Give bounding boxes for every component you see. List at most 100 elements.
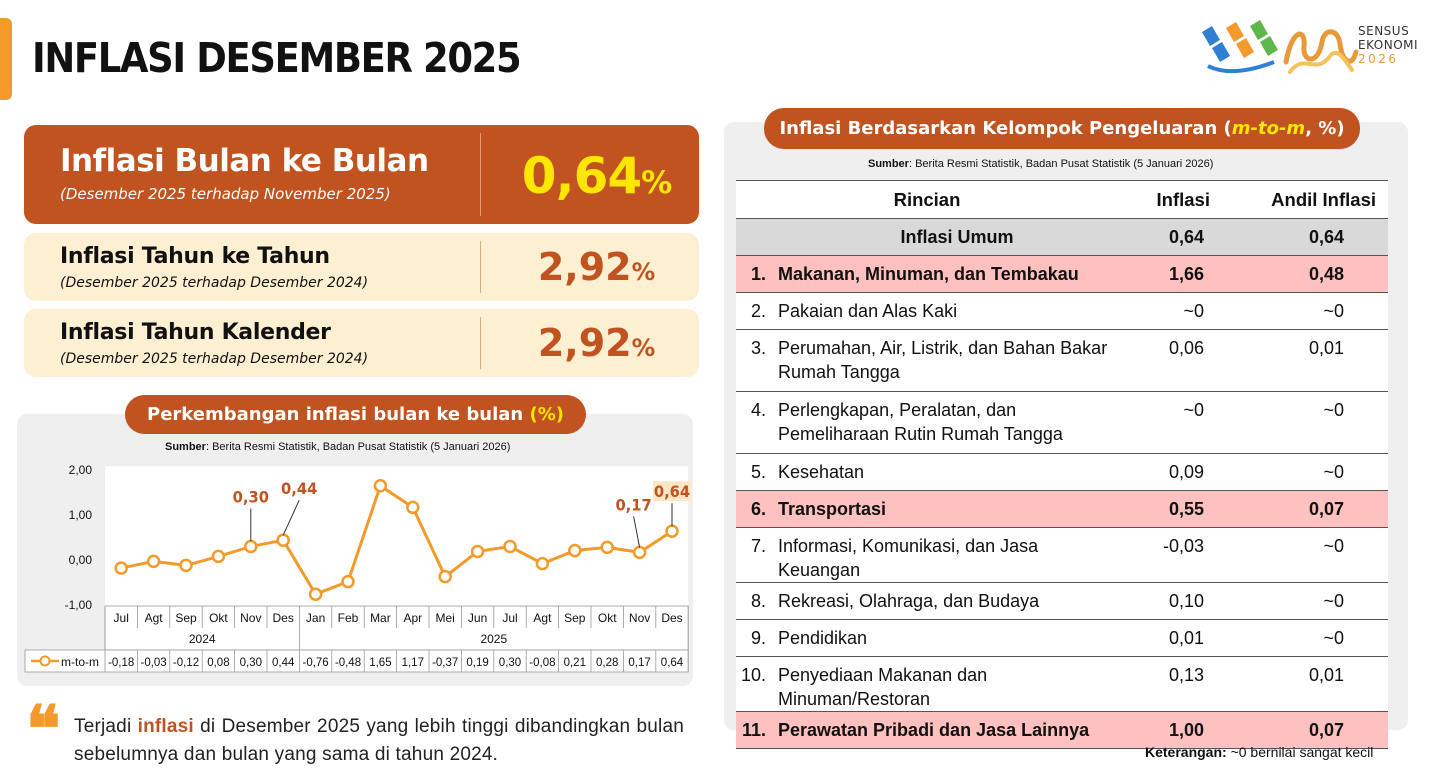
table-source-label: Sumber: [868, 158, 909, 170]
y-tick-label: 1,00: [69, 508, 93, 522]
kpi-value-number: 2,92: [537, 321, 632, 365]
line-chart: 2,00 1,00 0,00 -1,00 Jul Agt Sep Okt Nov Des Jan Fe…: [24, 463, 691, 673]
row-number: 8.: [736, 582, 772, 620]
row-name: Pakaian dan Alas Kaki: [772, 292, 1118, 330]
x-tick-label: Sep: [564, 611, 586, 625]
x-tick-label: Agt: [145, 611, 164, 625]
kpi-label: Inflasi Tahun Kalender: [60, 320, 331, 345]
data-table-value: 0,30: [499, 657, 521, 669]
row-inflasi: ~0: [1118, 391, 1230, 454]
row-name: Penyediaan Makanan dan Minuman/Restoran: [772, 656, 1118, 712]
kpi-card-ytd: Inflasi Tahun Kalender (Desember 2025 te…: [24, 309, 699, 377]
row-name: Transportasi: [772, 490, 1118, 528]
y-tick-label: -1,00: [65, 598, 93, 612]
table-row: 11. Perawatan Pribadi dan Jasa Lainnya 1,0…: [736, 711, 1388, 749]
kpi-value: 2,92%: [494, 321, 699, 365]
table-row: 7. Informasi, Komunikasi, dan Jasa Keuang…: [736, 527, 1388, 583]
data-label: 0,64: [654, 483, 690, 502]
table-row: 2. Pakaian dan Alas Kaki ~0 ~0: [736, 292, 1388, 330]
x-tick-label: Sep: [175, 611, 197, 625]
quote-text-b: di Desember 2025 yang lebih tinggi diban…: [74, 716, 684, 765]
table-note-label: Keterangan:: [1145, 744, 1227, 760]
kpi-divider: [480, 317, 481, 369]
row-inflasi: 0,13: [1118, 656, 1230, 712]
row-name: Makanan, Minuman, dan Tembakau: [772, 255, 1118, 293]
x-tick-label: Des: [273, 611, 294, 625]
x-tick-label: Nov: [629, 611, 650, 625]
data-point: [470, 544, 485, 559]
data-table-value: 0,21: [564, 657, 586, 669]
annotation-highlight: [653, 481, 691, 502]
row-number: 1.: [736, 255, 772, 293]
data-table-value: 0,44: [272, 657, 295, 669]
kpi-card-yoy: Inflasi Tahun ke Tahun (Desember 2025 te…: [24, 233, 699, 301]
row-name: Perumahan, Air, Listrik, dan Bahan Bakar…: [772, 329, 1118, 392]
data-label: 0,44: [281, 480, 317, 499]
y-tick-label: 2,00: [69, 463, 93, 477]
x-tick-label: Jul: [114, 611, 129, 625]
table-row: 8. Rekreasi, Olahraga, dan Budaya 0,10 ~0: [736, 582, 1388, 620]
data-table-value: -0,18: [108, 657, 134, 669]
data-label: 0,30: [233, 488, 269, 507]
row-number: 10.: [736, 656, 772, 712]
x-tick-label: Okt: [209, 611, 228, 625]
x-tick-label: Nov: [240, 611, 261, 625]
kpi-card-mtm: Inflasi Bulan ke Bulan (Desember 2025 te…: [24, 125, 699, 224]
row-inflasi: 0,01: [1118, 619, 1230, 657]
logo-text-year: 2026: [1358, 52, 1399, 66]
logo-text-sensus: SENSUS: [1358, 24, 1410, 38]
data-table-value: -0,12: [173, 657, 199, 669]
chart-source-text: : Berita Resmi Statistik, Badan Pusat St…: [205, 441, 511, 453]
row-name: Pendidikan: [772, 619, 1118, 657]
col-header-andil: Andil Inflasi: [1230, 180, 1388, 219]
table-note: Keterangan: ~0 bernilai sangat kecil: [1145, 744, 1373, 760]
year-group-label: 2025: [480, 632, 507, 646]
row-inflasi: ~0: [1118, 292, 1230, 330]
x-tick-label: Jan: [306, 611, 325, 625]
chart-title: Perkembangan inflasi bulan ke bulan (%): [125, 395, 586, 434]
data-point: [146, 554, 161, 569]
chart-source-label: Sumber: [165, 441, 206, 453]
table-row: 4. Perlengkapan, Peralatan, dan Pemelihar…: [736, 391, 1388, 454]
kpi-divider: [480, 241, 481, 293]
data-table-value: 1,17: [402, 657, 424, 669]
kpi-value-unit: %: [631, 334, 656, 362]
kpi-subtitle: (Desember 2025 terhadap Desember 2024): [60, 275, 369, 291]
row-andil: ~0: [1230, 292, 1388, 330]
data-point: [632, 545, 647, 560]
kpi-value: 0,64%: [494, 147, 699, 205]
data-table-value: -0,03: [140, 657, 166, 669]
table-source-text: : Berita Resmi Statistik, Badan Pusat St…: [908, 158, 1214, 170]
data-table-value: 0,08: [207, 657, 229, 669]
row-number: 7.: [736, 527, 772, 583]
row-andil: 0,01: [1230, 329, 1388, 392]
table-row: 9. Pendidikan 0,01 ~0: [736, 619, 1388, 657]
data-point: [179, 558, 193, 573]
sensus-ekonomi-wordmark: SENSUS EKONOMI 2026: [1358, 24, 1418, 66]
data-table-value: -0,48: [335, 657, 361, 669]
row-andil: 0,48: [1230, 255, 1388, 293]
table-row: 3. Perumahan, Air, Listrik, dan Bahan Bak…: [736, 329, 1388, 392]
table-row: 5. Kesehatan 0,09 ~0: [736, 453, 1388, 491]
x-tick-label: Des: [661, 611, 682, 625]
data-table-value: 0,28: [596, 657, 618, 669]
logo-text-ekonomi: EKONOMI: [1358, 38, 1419, 52]
data-point: [114, 561, 128, 575]
kpi-value-number: 2,92: [537, 245, 632, 289]
data-point: [211, 549, 226, 564]
data-table-value: 1,65: [369, 657, 391, 669]
row-name: Perawatan Pribadi dan Jasa Lainnya: [772, 711, 1118, 749]
row-name: Informasi, Komunikasi, dan Jasa Keuangan: [772, 527, 1118, 583]
row-andil: ~0: [1230, 582, 1388, 620]
logos: [1202, 20, 1359, 74]
kpi-value-number: 0,64: [521, 147, 642, 205]
table-row-inflasi-umum: Inflasi Umum 0,64 0,64: [736, 218, 1388, 256]
row-andil: ~0: [1230, 391, 1388, 454]
x-tick-label: Okt: [598, 611, 617, 625]
row-name: Inflasi Umum: [736, 218, 1118, 256]
data-table-value: 0,17: [628, 657, 650, 669]
row-name: Kesehatan: [772, 453, 1118, 491]
row-andil: 0,64: [1230, 218, 1388, 256]
data-table-value: -0,76: [302, 657, 328, 669]
data-point: [406, 500, 420, 515]
